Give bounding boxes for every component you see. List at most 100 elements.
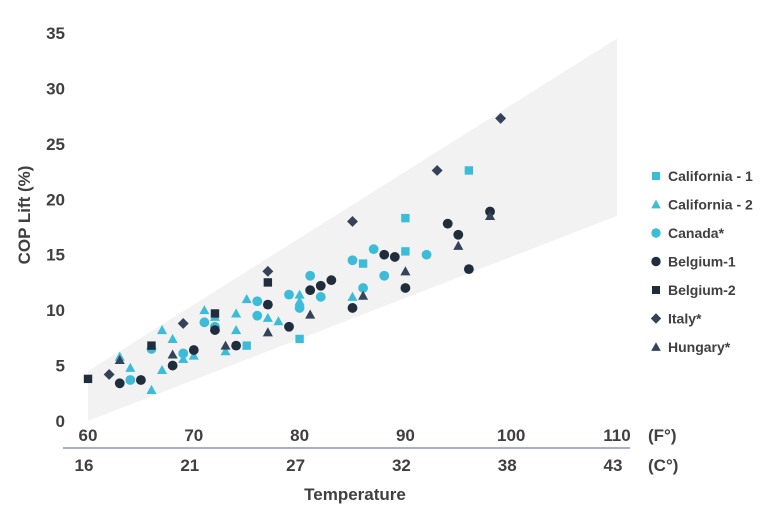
point-belgium-1	[305, 285, 316, 296]
point-belgium-1	[167, 360, 178, 371]
x-tick-label-fahrenheit: 70	[184, 426, 203, 445]
legend-label-california-1: California - 1	[668, 168, 753, 184]
point-canada	[421, 249, 432, 260]
point-california-2	[262, 312, 273, 322]
point-belgium-1	[453, 229, 464, 240]
point-california-2	[167, 333, 178, 343]
point-belgium-1	[231, 340, 242, 351]
legend-label-california-2: California - 2	[668, 197, 753, 213]
point-belgium-1	[463, 264, 474, 275]
legend-marker-hungary	[651, 342, 661, 351]
legend-label-hungary: Hungary*	[668, 339, 731, 355]
y-tick-label: 5	[56, 357, 65, 376]
point-canada	[284, 289, 294, 300]
point-belgium-2	[83, 374, 93, 384]
legend-marker-california-2	[651, 199, 661, 209]
point-belgium-1	[442, 218, 453, 229]
x-tick-label-celsius: 16	[75, 456, 94, 475]
point-italy	[431, 165, 443, 176]
point-italy	[495, 112, 507, 124]
point-california-2	[188, 350, 199, 360]
legend-marker-canada	[651, 228, 661, 238]
point-belgium-2	[147, 341, 156, 350]
point-hungary	[167, 349, 178, 359]
point-canada	[347, 255, 358, 266]
x-tick-label-celsius: 32	[392, 456, 411, 475]
point-canada	[315, 291, 326, 302]
point-hungary	[114, 354, 125, 365]
point-belgium-1	[400, 283, 411, 293]
point-canada	[294, 303, 305, 313]
legend: California - 1 California - 2 Canada* Belgi…	[650, 168, 753, 355]
point-hungary	[485, 210, 496, 220]
point-california-1	[358, 259, 368, 268]
point-canada	[252, 310, 263, 321]
point-belgium-1	[315, 280, 326, 291]
data-points	[83, 112, 507, 394]
y-tick-label: 35	[46, 24, 65, 43]
point-belgium-2	[263, 278, 273, 287]
legend-label-belgium-1: Belgium-1	[668, 254, 736, 270]
point-canada	[125, 375, 136, 385]
legend-marker-belgium-2	[652, 286, 660, 294]
x-tick-label-celsius: 21	[180, 456, 199, 475]
point-belgium-1	[347, 303, 358, 313]
y-tick-label: 0	[56, 412, 65, 431]
y-tick-label: 15	[46, 246, 65, 265]
x-tick-label-celsius: 43	[604, 456, 623, 475]
point-hungary	[305, 309, 316, 319]
x-tick-label-fahrenheit: 60	[79, 426, 98, 445]
x-axis-ticks-celsius: 16 21 27 32 38 43	[75, 456, 623, 475]
celsius-unit-label: (C°)	[648, 456, 678, 475]
point-hungary	[220, 340, 231, 350]
point-california-2	[157, 364, 168, 375]
point-california-1	[295, 334, 304, 344]
point-california-2	[220, 346, 231, 356]
y-axis-ticks: 0 5 10 15 20 25 30 35	[46, 24, 65, 431]
point-italy	[177, 317, 189, 329]
point-hungary	[262, 327, 273, 337]
point-belgium-1	[188, 345, 199, 355]
point-california-2	[294, 289, 305, 299]
fahrenheit-unit-label: (F°)	[648, 426, 677, 445]
point-canada	[358, 283, 368, 293]
legend-label-canada: Canada*	[668, 225, 725, 241]
x-axis-title: Temperature	[304, 485, 406, 504]
y-axis-title: COP Lift (%)	[15, 166, 34, 265]
point-belgium-1	[136, 375, 146, 385]
x-tick-label-celsius: 38	[498, 456, 517, 475]
point-california-2	[231, 308, 242, 318]
point-italy	[347, 215, 358, 227]
point-california-1	[464, 166, 474, 175]
point-belgium-1	[326, 275, 337, 286]
point-california-2	[125, 362, 136, 372]
point-belgium-1	[379, 249, 390, 260]
point-italy	[103, 368, 115, 380]
point-belgium-1	[210, 325, 220, 335]
x-axis-ticks-fahrenheit: 60 70 80 90 100 110	[79, 426, 631, 445]
point-canada	[305, 270, 316, 281]
x-tick-label-fahrenheit: 90	[396, 426, 415, 445]
point-california-2	[241, 294, 252, 304]
point-belgium-1	[389, 252, 400, 262]
y-tick-label: 10	[46, 301, 65, 320]
point-california-2	[146, 384, 157, 394]
point-hungary	[453, 240, 464, 250]
y-tick-label: 20	[46, 190, 65, 209]
x-tick-label-celsius: 27	[286, 456, 305, 475]
y-tick-label: 30	[46, 79, 65, 98]
point-california-2	[231, 325, 242, 335]
point-belgium-1	[284, 321, 294, 332]
point-hungary	[400, 266, 411, 276]
point-california-2	[347, 291, 358, 301]
point-california-1	[242, 341, 251, 350]
point-canada	[178, 348, 189, 359]
point-italy	[262, 265, 274, 277]
point-california-2	[157, 325, 168, 335]
point-california-1	[401, 213, 410, 223]
confidence-band	[88, 38, 617, 421]
x-tick-label-fahrenheit: 100	[497, 426, 525, 445]
point-canada	[379, 270, 390, 281]
legend-label-italy: Italy*	[668, 311, 702, 327]
legend-label-belgium-2: Belgium-2	[668, 282, 736, 298]
